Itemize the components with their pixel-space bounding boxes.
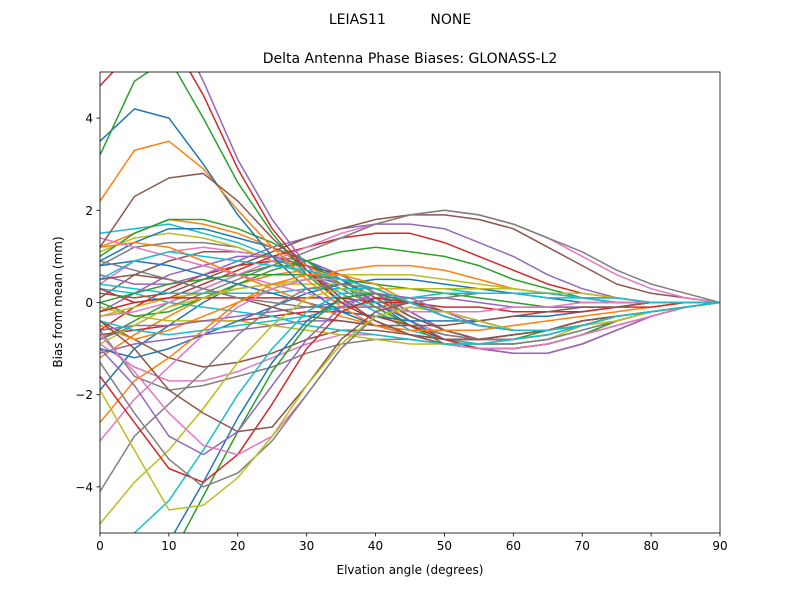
x-axis-ticks: 0 10 20 30 40 50 60 70 80 90 — [96, 533, 728, 553]
series-line-37 — [100, 237, 720, 313]
x-axis-label: Elvation angle (degrees) — [337, 563, 484, 577]
x-tick-label: 70 — [575, 539, 590, 553]
y-axis-ticks: −4 −2 0 2 4 — [75, 112, 100, 494]
y-axis-label: Bias from mean (mm) — [51, 236, 65, 367]
y-tick-label: 0 — [85, 296, 93, 310]
y-tick-label: 4 — [85, 112, 93, 126]
x-tick-label: 50 — [437, 539, 452, 553]
y-tick-label: −4 — [75, 480, 93, 494]
x-tick-label: 40 — [368, 539, 383, 553]
x-tick-label: 90 — [712, 539, 727, 553]
figure-suptitle: LEIAS11 NONE — [329, 12, 471, 28]
x-tick-label: 0 — [96, 539, 104, 553]
x-tick-label: 20 — [230, 539, 245, 553]
series-line-32 — [100, 241, 720, 331]
y-tick-label: 2 — [85, 204, 93, 218]
series-layer — [100, 72, 720, 533]
series-line-60 — [100, 251, 720, 331]
x-tick-label: 30 — [299, 539, 314, 553]
x-tick-label: 10 — [161, 539, 176, 553]
chart-title: Delta Antenna Phase Biases: GLONASS-L2 — [263, 51, 558, 67]
x-tick-label: 60 — [506, 539, 521, 553]
x-tick-label: 80 — [643, 539, 658, 553]
y-tick-label: −2 — [75, 388, 93, 402]
